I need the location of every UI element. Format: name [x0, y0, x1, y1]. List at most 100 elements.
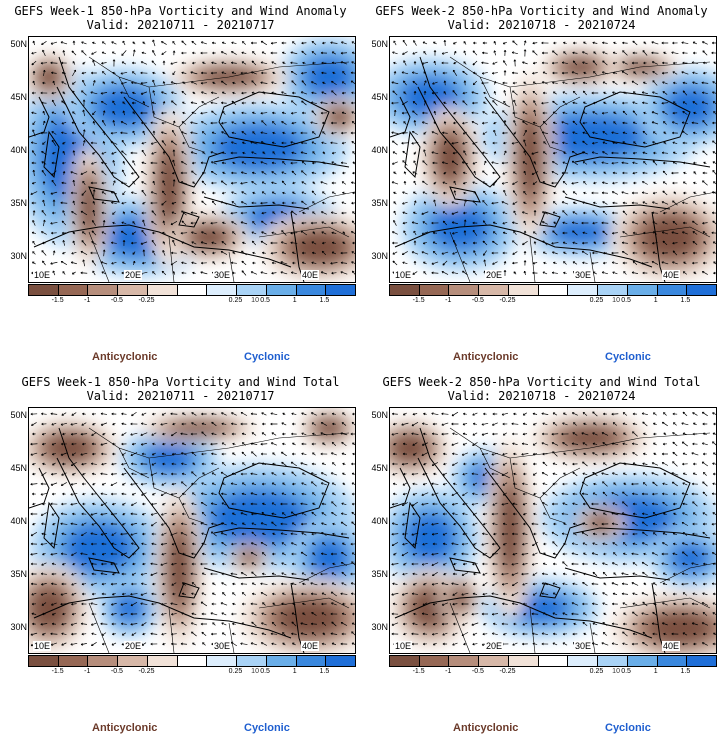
wind-arrow	[642, 201, 648, 205]
wind-arrow	[572, 82, 578, 84]
wind-arrow	[392, 51, 398, 55]
wind-arrow-head	[51, 592, 55, 596]
wind-arrow-head	[230, 641, 234, 645]
wind-arrow	[471, 121, 479, 125]
wind-arrow-head	[32, 80, 36, 84]
wind-arrow-head	[462, 261, 465, 264]
wind-arrow-head	[240, 71, 243, 75]
wind-arrow-head	[121, 53, 124, 56]
longitude-label: 30E	[574, 270, 593, 280]
wind-arrow-head	[250, 632, 254, 635]
wind-arrow-head	[702, 231, 705, 234]
wind-arrow	[402, 132, 408, 134]
wind-arrow	[32, 129, 36, 137]
wind-arrow-head	[211, 181, 214, 185]
wind-arrow-head	[192, 91, 195, 95]
wind-arrow	[463, 150, 467, 156]
wind-arrow-head	[342, 151, 345, 154]
wind-arrow	[211, 453, 217, 455]
wind-arrow-head	[442, 151, 446, 155]
wind-arrow	[230, 573, 238, 575]
wind-arrow-head	[312, 151, 315, 154]
wind-arrow-head	[270, 422, 273, 426]
wind-arrow-head	[321, 552, 324, 556]
wind-arrow-head	[443, 140, 447, 144]
wind-arrow-head	[192, 201, 195, 204]
wind-arrow	[503, 90, 507, 96]
wind-arrow	[91, 573, 97, 575]
wind-arrow-head	[413, 200, 417, 203]
wind-arrow-head	[563, 151, 566, 155]
wind-arrow	[582, 132, 588, 134]
wind-arrow-head	[562, 231, 565, 235]
wind-arrow-head	[260, 131, 263, 135]
wind-arrow	[43, 70, 45, 76]
wind-arrow-head	[51, 71, 54, 75]
wind-arrow-head	[603, 91, 606, 95]
wind-arrow	[542, 211, 548, 215]
wind-arrow-head	[92, 189, 96, 192]
wind-arrow	[41, 210, 47, 216]
wind-arrow	[583, 181, 587, 185]
wind-arrow-head	[281, 121, 284, 124]
wind-arrow	[451, 211, 459, 215]
wind-arrow-head	[301, 512, 304, 515]
wind-arrow-head	[162, 60, 166, 63]
wind-arrow-head	[260, 271, 263, 274]
wind-arrow	[622, 210, 628, 216]
wind-arrow-head	[260, 161, 263, 164]
wind-arrow-head	[482, 200, 485, 203]
wind-arrow-head	[512, 111, 515, 115]
colorbar-tick-label: 0.5	[260, 297, 270, 304]
wind-arrow	[401, 142, 409, 144]
wind-arrow	[201, 101, 207, 105]
wind-arrow-head	[611, 151, 614, 155]
wind-arrow	[61, 121, 67, 125]
wind-arrow	[241, 592, 247, 596]
wind-arrow	[63, 50, 65, 56]
wind-arrow-head	[211, 552, 214, 556]
wind-arrow-head	[30, 562, 33, 566]
wind-arrow	[150, 633, 158, 635]
wind-arrow-head	[350, 71, 353, 75]
wind-arrow-head	[191, 451, 194, 455]
wind-arrow-head	[80, 453, 83, 456]
wind-arrow	[251, 60, 257, 66]
wind-arrow-head	[512, 40, 515, 43]
wind-arrow	[321, 472, 327, 476]
wind-arrow-head	[321, 91, 324, 94]
wind-arrow	[122, 40, 126, 46]
wind-arrow-head	[90, 542, 94, 546]
wind-arrow	[281, 622, 287, 626]
wind-arrow-head	[51, 492, 55, 496]
wind-arrow-head	[291, 111, 294, 115]
wind-arrow	[51, 139, 57, 147]
wind-arrow-head	[121, 642, 124, 646]
wind-arrow-head	[632, 260, 636, 264]
wind-arrow-head	[280, 612, 283, 615]
wind-arrow-head	[533, 241, 537, 244]
wind-arrow-head	[310, 221, 313, 225]
wind-arrow	[301, 512, 307, 516]
wind-arrow	[51, 180, 57, 186]
wind-arrow-head	[272, 602, 275, 605]
wind-arrow-head	[240, 201, 244, 204]
wind-arrow	[431, 261, 439, 265]
wind-arrow	[562, 161, 568, 165]
wind-arrow-head	[401, 71, 404, 74]
wind-arrow-head	[682, 81, 685, 85]
wind-arrow-head	[252, 251, 255, 255]
wind-arrow-head	[352, 241, 355, 245]
wind-arrow-head	[251, 91, 254, 95]
wind-arrow-head	[172, 422, 175, 426]
wind-arrow	[523, 220, 527, 226]
wind-arrow-head	[260, 642, 264, 645]
wind-arrow-head	[301, 442, 304, 446]
wind-arrow	[72, 81, 76, 85]
wind-arrow	[502, 211, 508, 215]
wind-arrow-head	[141, 623, 144, 626]
wind-arrow-head	[232, 602, 235, 606]
wind-arrow-head	[112, 231, 116, 234]
wind-arrow-head	[312, 211, 315, 214]
wind-arrow	[553, 91, 557, 95]
